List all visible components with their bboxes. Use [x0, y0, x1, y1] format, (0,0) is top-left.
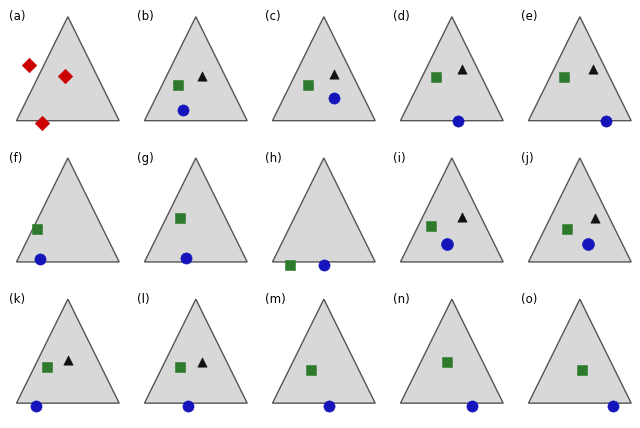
Text: (o): (o) [521, 293, 537, 306]
Point [60, 72, 70, 79]
Point [562, 225, 572, 232]
Text: (k): (k) [9, 293, 25, 306]
Text: (i): (i) [393, 152, 406, 164]
Point [426, 223, 436, 229]
Point [303, 81, 314, 88]
Point [608, 402, 618, 409]
Point [183, 402, 193, 409]
Point [559, 74, 570, 80]
Point [329, 71, 339, 78]
Point [329, 94, 339, 101]
Polygon shape [273, 17, 375, 121]
Point [175, 364, 186, 371]
Point [442, 359, 452, 366]
Point [457, 214, 467, 220]
Point [319, 261, 329, 268]
Text: (n): (n) [393, 293, 410, 306]
Polygon shape [529, 299, 631, 403]
Text: (e): (e) [521, 10, 538, 23]
Point [197, 72, 207, 79]
Point [175, 215, 186, 222]
Point [324, 402, 334, 409]
Text: (b): (b) [137, 10, 154, 23]
Text: (d): (d) [393, 10, 410, 23]
Text: (f): (f) [9, 152, 22, 164]
Text: (h): (h) [265, 152, 282, 164]
Text: (m): (m) [265, 293, 285, 306]
Point [600, 117, 611, 124]
Point [42, 364, 52, 371]
Polygon shape [145, 299, 247, 403]
Text: (c): (c) [265, 10, 280, 23]
Point [442, 241, 452, 247]
Polygon shape [529, 17, 631, 121]
Polygon shape [273, 158, 375, 262]
Point [590, 215, 600, 222]
Text: (j): (j) [521, 152, 534, 164]
Text: (a): (a) [9, 10, 26, 23]
Polygon shape [17, 299, 119, 403]
Point [588, 66, 598, 73]
Point [197, 359, 207, 366]
Polygon shape [273, 299, 375, 403]
Point [31, 402, 41, 409]
Point [35, 256, 45, 263]
Point [37, 120, 47, 127]
Polygon shape [17, 17, 119, 121]
Point [173, 81, 183, 88]
Text: (g): (g) [137, 152, 154, 164]
Point [577, 366, 588, 373]
Point [457, 66, 467, 73]
Point [306, 366, 316, 373]
Polygon shape [529, 158, 631, 262]
Polygon shape [401, 158, 503, 262]
Polygon shape [145, 17, 247, 121]
Polygon shape [401, 299, 503, 403]
Point [32, 225, 42, 232]
Polygon shape [401, 17, 503, 121]
Point [453, 117, 463, 124]
Point [285, 261, 296, 268]
Text: (l): (l) [137, 293, 150, 306]
Point [63, 356, 73, 363]
Point [431, 74, 442, 80]
Point [467, 402, 477, 409]
Polygon shape [145, 158, 247, 262]
Point [180, 255, 191, 262]
Point [582, 241, 593, 247]
Polygon shape [17, 158, 119, 262]
Point [24, 62, 35, 69]
Point [178, 107, 188, 114]
